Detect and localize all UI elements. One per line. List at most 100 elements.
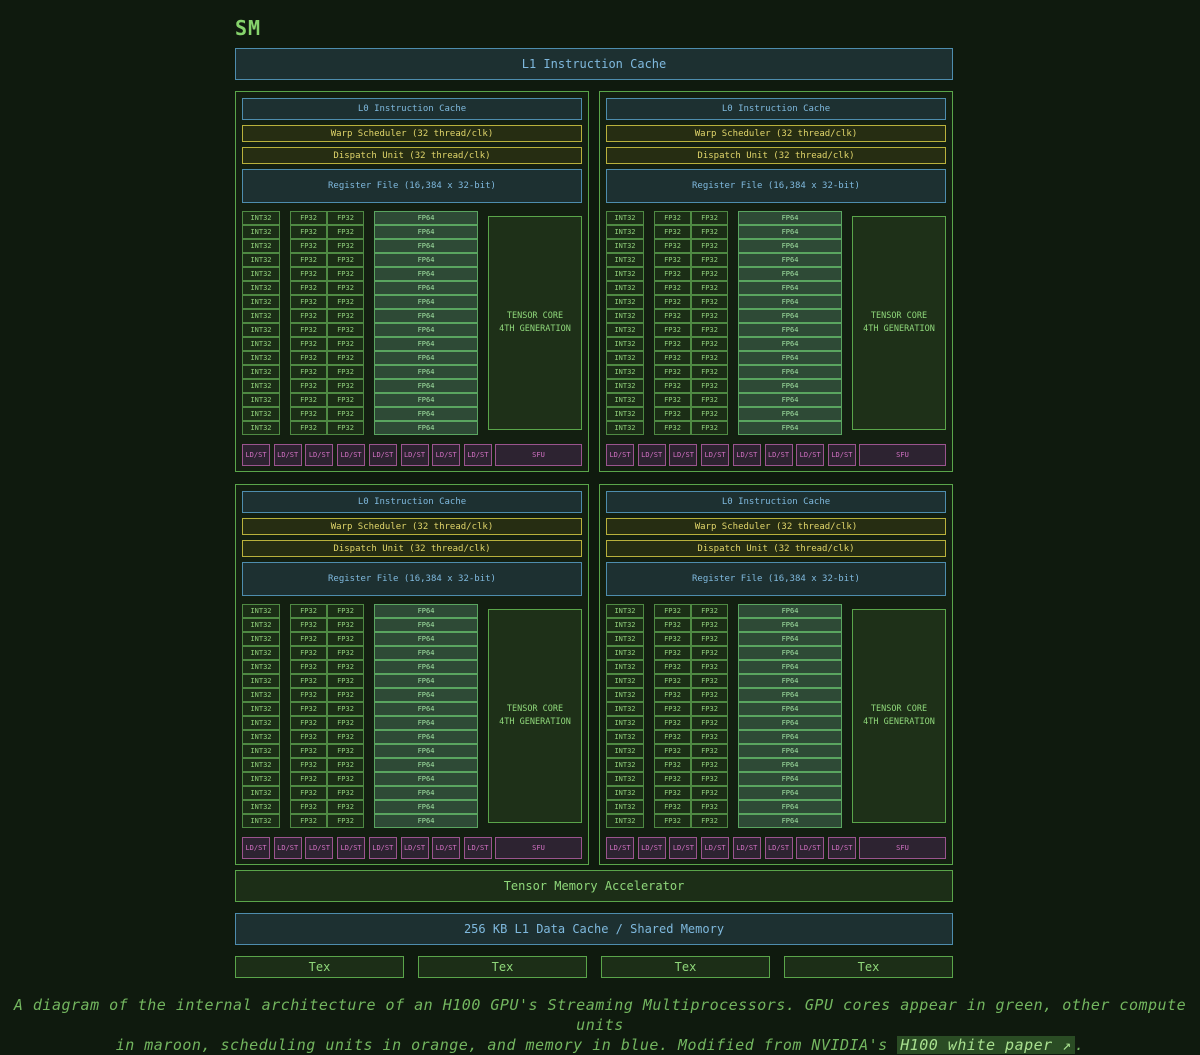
int32-core: INT32 bbox=[606, 674, 644, 688]
ld-st-label-line1: LD/ bbox=[372, 450, 385, 459]
fp32-core: FP32 bbox=[654, 365, 691, 379]
fp32-core: FP32 bbox=[691, 632, 728, 646]
ld-st-label-line2: ST bbox=[812, 450, 821, 459]
fp32-core: FP32 bbox=[290, 211, 327, 225]
fp64-core: FP64 bbox=[738, 211, 842, 225]
fp32-core: FP32 bbox=[327, 604, 364, 618]
tex-unit: Tex bbox=[235, 956, 404, 978]
fp32-core: FP32 bbox=[327, 365, 364, 379]
ld-st-label-line1: LD/ bbox=[704, 450, 718, 459]
fp32-core: FP32 bbox=[290, 253, 327, 267]
fp32-core: FP32 bbox=[290, 786, 327, 800]
tensor-core-label: TENSOR CORE bbox=[506, 704, 564, 714]
ld-st-unit: LD/ST bbox=[637, 444, 666, 466]
fp32-core: FP32 bbox=[691, 225, 728, 239]
h100-white-paper-link[interactable]: H100 white paper ↗ bbox=[897, 1036, 1075, 1054]
fp64-core: FP64 bbox=[738, 632, 842, 646]
fp64-core: FP64 bbox=[374, 674, 478, 688]
fp32-core: FP32 bbox=[327, 351, 364, 365]
fp64-core: FP64 bbox=[738, 604, 842, 618]
int32-core: INT32 bbox=[606, 379, 644, 393]
tensor-memory-accelerator: Tensor Memory Accelerator bbox=[235, 870, 953, 902]
fp64-core: FP64 bbox=[738, 309, 842, 323]
int32-core: INT32 bbox=[242, 632, 280, 646]
ld-st-label-line2: ST bbox=[480, 843, 489, 852]
int32-core: INT32 bbox=[242, 646, 280, 660]
ld-st-label-line2: ST bbox=[844, 843, 853, 852]
fp32-core: FP32 bbox=[290, 295, 327, 309]
fp32-core: FP32 bbox=[691, 253, 728, 267]
int32-core: INT32 bbox=[606, 239, 644, 253]
fp32-core: FP32 bbox=[290, 225, 327, 239]
fp64-core: FP64 bbox=[374, 239, 478, 253]
int32-core: INT32 bbox=[242, 365, 280, 379]
ld-st-label-line1: LD/ bbox=[403, 843, 417, 852]
fp32-core: FP32 bbox=[654, 267, 691, 281]
fp64-core: FP64 bbox=[374, 800, 478, 814]
ld-st-unit: LD/ST bbox=[305, 837, 334, 859]
fp32-core: FP32 bbox=[654, 295, 691, 309]
ld-st-unit: LD/ST bbox=[827, 444, 856, 466]
ld-st-label-line2: ST bbox=[416, 843, 426, 852]
fp64-core: FP64 bbox=[374, 702, 478, 716]
ld-st-label-line2: ST bbox=[780, 843, 790, 852]
fp32-core: FP32 bbox=[654, 786, 691, 800]
ld-st-label-line2: ST bbox=[653, 843, 663, 852]
ld-st-label-line1: LD/ bbox=[736, 450, 749, 459]
int32-core: INT32 bbox=[242, 660, 280, 674]
fp32-core: FP32 bbox=[691, 365, 728, 379]
fp32-core: FP32 bbox=[290, 281, 327, 295]
ld-st-label-line1: LD/ bbox=[372, 843, 385, 852]
ld-st-unit: LD/ST bbox=[701, 837, 730, 859]
ld-st-label-line2: ST bbox=[480, 450, 489, 459]
ld-st-label-line1: LD/ bbox=[340, 450, 354, 459]
fp64-core: FP64 bbox=[738, 407, 842, 421]
int32-core: INT32 bbox=[606, 772, 644, 786]
fp32-core: FP32 bbox=[327, 267, 364, 281]
int32-core: INT32 bbox=[242, 379, 280, 393]
ld-st-label-line2: ST bbox=[448, 450, 457, 459]
fp32-core: FP32 bbox=[654, 253, 691, 267]
fp32-core: FP32 bbox=[691, 309, 728, 323]
int32-core: INT32 bbox=[242, 323, 280, 337]
fp32-core: FP32 bbox=[290, 646, 327, 660]
fp32-core: FP32 bbox=[654, 632, 691, 646]
fp32-core: FP32 bbox=[654, 351, 691, 365]
processing-partition: L0 Instruction Cache Warp Scheduler (32 t… bbox=[235, 91, 589, 472]
ld-st-label-line1: LD/ bbox=[767, 450, 781, 459]
ld-st-label-line1: LD/ bbox=[467, 843, 480, 852]
int32-core: INT32 bbox=[242, 716, 280, 730]
fp32-core: FP32 bbox=[654, 758, 691, 772]
int32-core: INT32 bbox=[242, 351, 280, 365]
ld-st-label-line1: LD/ bbox=[831, 450, 844, 459]
l0-instruction-cache: L0 Instruction Cache bbox=[606, 491, 946, 513]
fp32-core: FP32 bbox=[327, 323, 364, 337]
fp64-core: FP64 bbox=[738, 618, 842, 632]
fp32-core: FP32 bbox=[290, 323, 327, 337]
int32-core: INT32 bbox=[242, 800, 280, 814]
ld-st-unit: LD/ST bbox=[796, 444, 825, 466]
int32-core: INT32 bbox=[242, 674, 280, 688]
ld-st-label-line1: LD/ bbox=[704, 843, 718, 852]
ld-st-unit: LD/ST bbox=[432, 837, 461, 859]
fp32-core: FP32 bbox=[290, 365, 327, 379]
ld-st-label-line1: LD/ bbox=[308, 843, 322, 852]
ld-st-unit: LD/ST bbox=[764, 444, 793, 466]
fp32-core: FP32 bbox=[654, 309, 691, 323]
fp64-core: FP64 bbox=[738, 225, 842, 239]
fp32-core: FP32 bbox=[327, 674, 364, 688]
fp32-core: FP32 bbox=[327, 393, 364, 407]
fp64-core: FP64 bbox=[374, 323, 478, 337]
fp32-core: FP32 bbox=[290, 716, 327, 730]
int32-core: INT32 bbox=[242, 702, 280, 716]
fp32-core: FP32 bbox=[327, 786, 364, 800]
fp32-core: FP32 bbox=[654, 772, 691, 786]
fp64-core: FP64 bbox=[374, 379, 478, 393]
fp32-core: FP32 bbox=[654, 660, 691, 674]
fp32-core: FP32 bbox=[691, 323, 728, 337]
fp32-core: FP32 bbox=[290, 407, 327, 421]
register-file: Register File (16,384 x 32-bit) bbox=[242, 169, 582, 203]
fp64-core: FP64 bbox=[374, 225, 478, 239]
fp64-core: FP64 bbox=[374, 716, 478, 730]
ld-st-label-line2: ST bbox=[384, 843, 394, 852]
